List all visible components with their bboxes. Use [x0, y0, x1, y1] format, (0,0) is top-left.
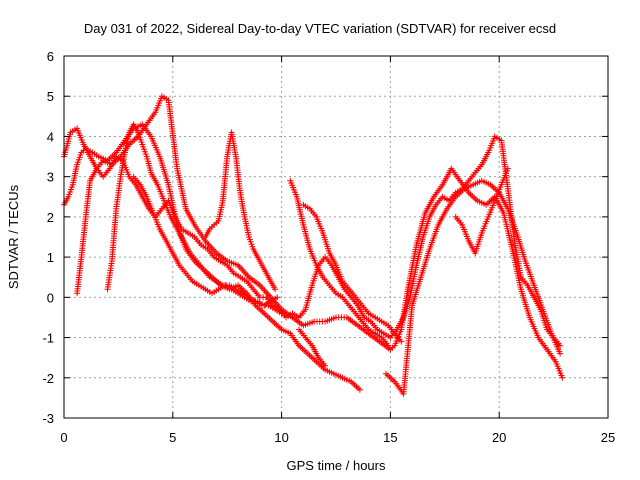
plot-frame: [63, 55, 609, 419]
series-track-8: [300, 201, 405, 345]
series-track-10: [452, 165, 511, 257]
plus-markers: [296, 326, 329, 369]
plus-markers: [130, 173, 281, 309]
y-tick-label: 4: [47, 129, 54, 144]
y-tick-label: 0: [47, 290, 54, 305]
y-tick-label: -1: [42, 331, 54, 346]
plus-markers: [202, 129, 279, 293]
plus-markers: [300, 201, 405, 345]
y-tick-label: 5: [47, 89, 54, 104]
x-tick-label: 20: [492, 430, 506, 445]
y-axis-label: SDTVAR / TECUs: [6, 184, 21, 289]
y-tick-label: 6: [47, 49, 54, 64]
y-tick-label: 3: [47, 170, 54, 185]
x-tick-label: 15: [383, 430, 397, 445]
y-tick-label: 2: [47, 210, 54, 225]
series-track-4: [104, 121, 285, 317]
x-tick-label: 5: [169, 430, 176, 445]
x-tick-label: 10: [274, 430, 288, 445]
series-track-5: [130, 173, 281, 309]
series-layer: [61, 93, 566, 397]
plus-markers: [452, 165, 511, 257]
x-tick-label: 0: [60, 430, 67, 445]
x-tick-label: 25: [601, 430, 615, 445]
series-track-9: [296, 326, 329, 369]
axis-ticks: 0 5 10 15 20 25 -3 -2 -1 0 1 2 3 4 5 6: [42, 49, 615, 445]
y-tick-label: -2: [42, 371, 54, 386]
series-track-7: [287, 177, 392, 349]
plus-markers: [287, 177, 392, 349]
grid: [64, 56, 608, 418]
series-line: [205, 132, 276, 290]
plus-markers: [104, 121, 285, 317]
x-axis-label: GPS time / hours: [287, 458, 386, 473]
chart-title: Day 031 of 2022, Sidereal Day-to-day VTE…: [84, 21, 556, 36]
series-track-6: [202, 129, 279, 293]
series-track-2: [61, 121, 564, 397]
y-tick-label: 1: [47, 250, 54, 265]
y-tick-label: -3: [42, 411, 54, 426]
